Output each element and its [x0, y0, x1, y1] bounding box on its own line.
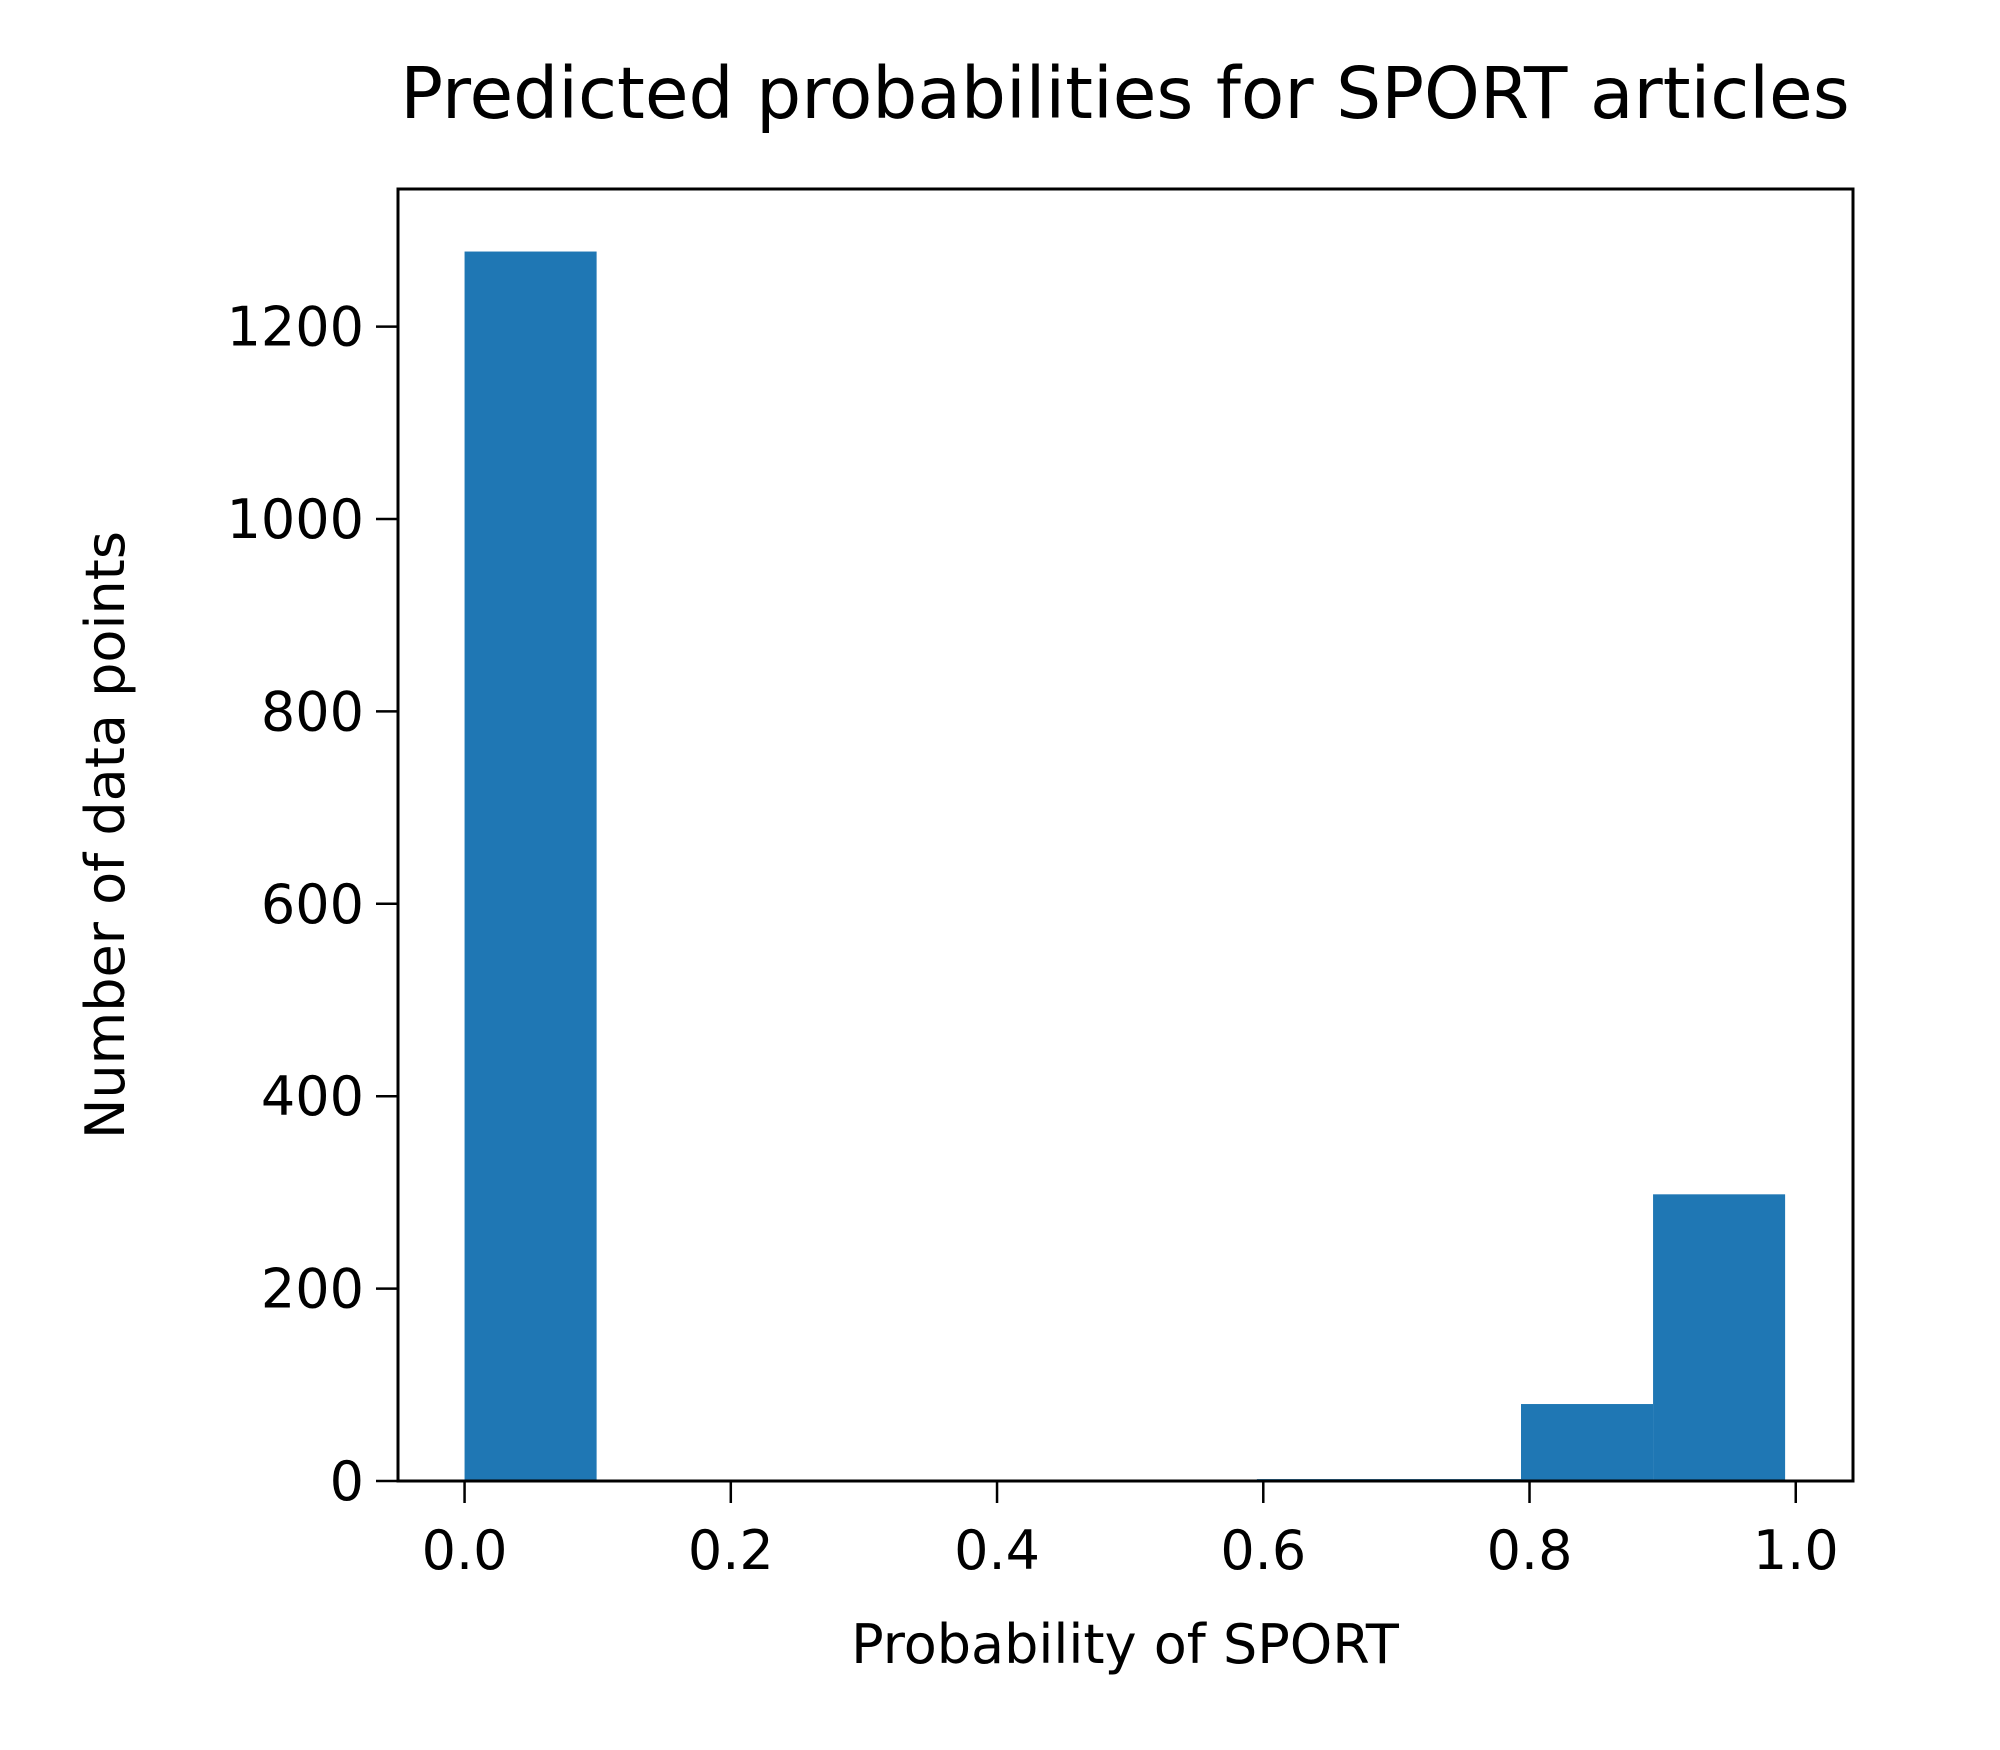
chart-title: Predicted probabilities for SPORT articl… — [400, 52, 1849, 135]
y-tick-label: 1200 — [227, 296, 364, 359]
bar — [1520, 1404, 1654, 1481]
x-tick-label: 1.0 — [1753, 1519, 1839, 1582]
y-tick-label: 1000 — [227, 488, 364, 551]
x-tick-label: 0.2 — [688, 1519, 774, 1582]
y-tick-label: 400 — [261, 1065, 364, 1128]
x-tick-label: 0.0 — [422, 1519, 508, 1582]
y-tick-label: 600 — [261, 873, 364, 936]
bar — [464, 251, 597, 1482]
bar — [1653, 1194, 1786, 1481]
x-tick-label: 0.8 — [1487, 1519, 1573, 1582]
x-axis-label: Probability of SPORT — [851, 1613, 1400, 1676]
x-tick-label: 0.6 — [1220, 1519, 1306, 1582]
y-tick-label: 800 — [261, 680, 364, 743]
y-tick-label: 200 — [261, 1258, 364, 1321]
y-axis-label: Number of data points — [74, 531, 137, 1139]
y-tick-label: 0 — [330, 1450, 364, 1513]
x-tick-label: 0.4 — [954, 1519, 1040, 1582]
plot-frame — [396, 187, 1855, 1483]
